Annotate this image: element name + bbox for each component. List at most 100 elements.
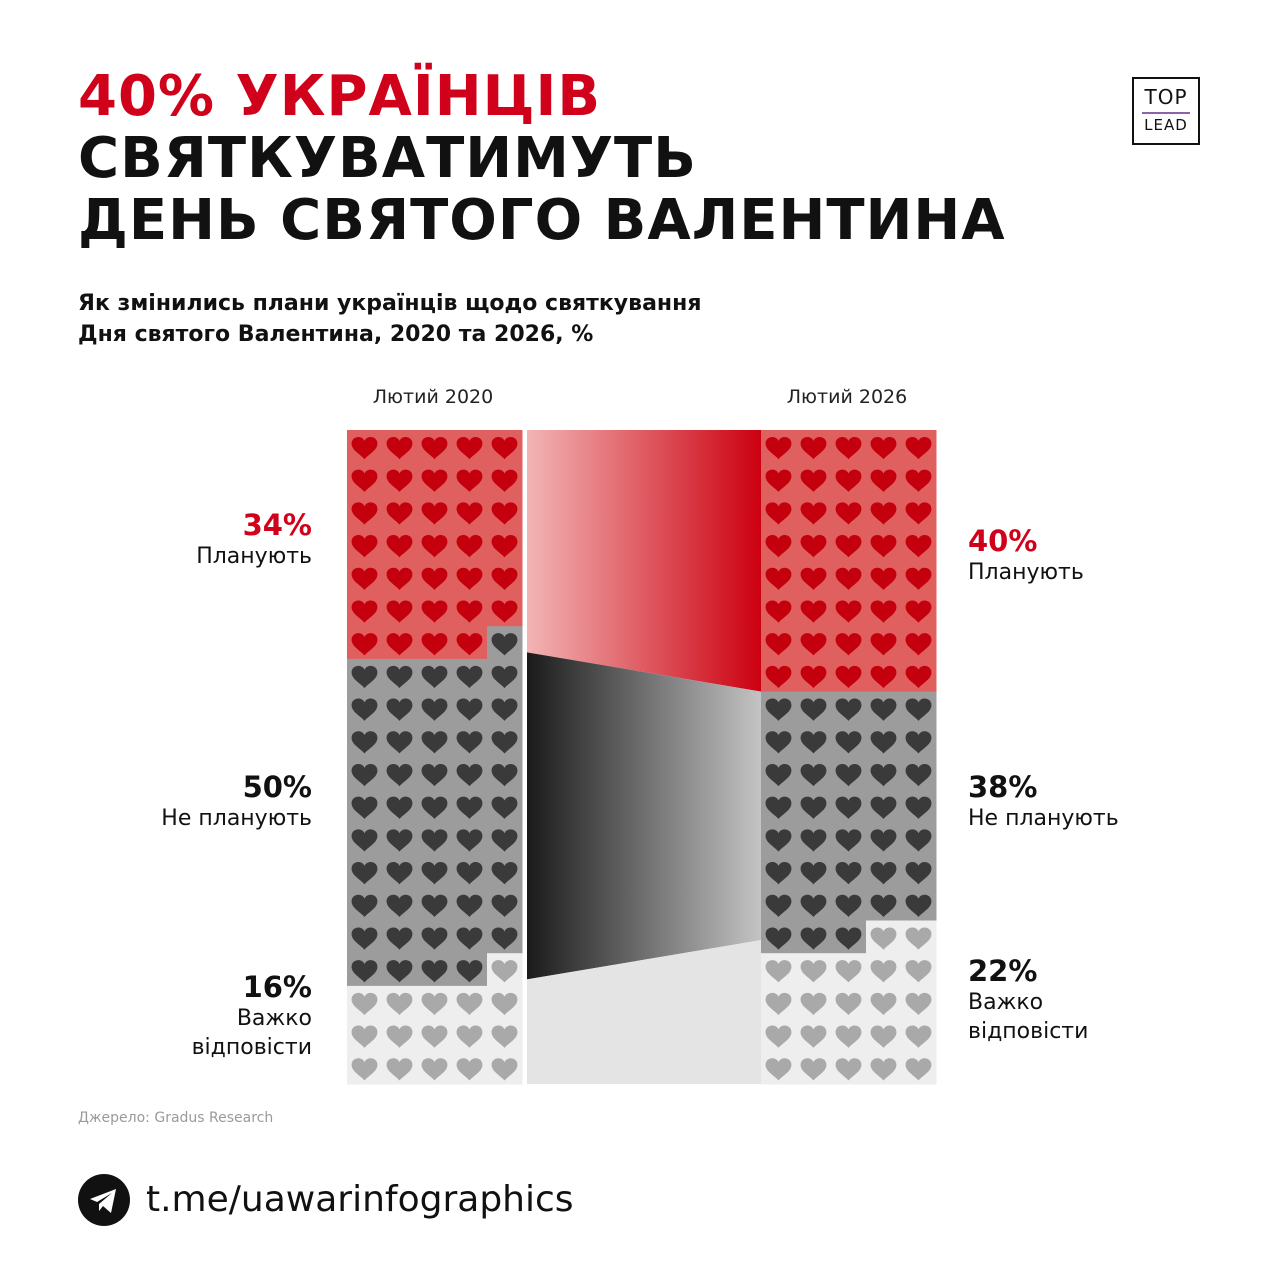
heart-icon xyxy=(351,469,378,492)
subtitle-line-2: Дня святого Валентина, 2020 та 2026, % xyxy=(78,322,594,347)
label-2020-noplan: 50% Не планують xyxy=(161,770,312,833)
heart-icon xyxy=(835,927,862,950)
heart-icon xyxy=(905,502,932,525)
telegram-link[interactable]: t.me/uawarinfographics xyxy=(146,1179,574,1220)
heart-icon xyxy=(905,665,932,689)
heart-icon xyxy=(905,469,932,492)
logo-line-1: TOP xyxy=(1144,85,1188,109)
heart-icon xyxy=(456,665,483,689)
heart-icon xyxy=(386,796,413,819)
heart-icon xyxy=(491,600,518,623)
heart-icon xyxy=(351,665,378,689)
pct-2026-plan: 40% xyxy=(968,524,1038,558)
heart-icon xyxy=(421,698,448,721)
heart-icon xyxy=(421,731,448,754)
heart-icon xyxy=(800,535,827,558)
heart-icon xyxy=(386,731,413,754)
heart-icon xyxy=(800,731,827,754)
heart-icon xyxy=(456,567,483,591)
heart-icon xyxy=(386,960,413,983)
heart-icon xyxy=(456,1025,483,1048)
heart-icon xyxy=(800,992,827,1016)
heart-icon xyxy=(765,436,792,460)
heart-icon xyxy=(765,862,792,885)
heart-icon xyxy=(870,763,897,787)
heart-icon xyxy=(800,960,827,983)
heart-icon xyxy=(456,796,483,819)
pct-2020-hard: 16% xyxy=(242,970,312,1004)
heart-icon xyxy=(765,633,792,656)
heart-icon xyxy=(870,436,897,460)
heart-icon xyxy=(421,1058,448,1081)
chart-subtitle: Як змінились плани українців щодо святку… xyxy=(78,288,701,350)
heart-icon xyxy=(870,535,897,558)
heart-icon xyxy=(491,731,518,754)
heart-icon xyxy=(765,960,792,983)
heart-icon xyxy=(835,862,862,885)
heart-icon xyxy=(491,1058,518,1081)
heart-icon xyxy=(835,763,862,787)
heart-icon xyxy=(870,829,897,852)
flow-band-hard xyxy=(527,940,761,1084)
heart-icon xyxy=(351,829,378,852)
heart-icon xyxy=(905,829,932,852)
heart-icon xyxy=(421,665,448,689)
heart-icon xyxy=(351,992,378,1016)
logo-line-2: LEAD xyxy=(1144,116,1188,134)
heart-icon xyxy=(800,1025,827,1048)
heart-icon xyxy=(456,698,483,721)
heart-icon xyxy=(351,763,378,787)
heart-icon xyxy=(835,633,862,656)
heart-icon xyxy=(800,436,827,460)
heart-icon xyxy=(421,1025,448,1048)
heart-icon xyxy=(491,502,518,525)
heart-icon xyxy=(421,436,448,460)
heart-icon xyxy=(386,862,413,885)
heart-icon xyxy=(870,992,897,1016)
heart-icon xyxy=(800,862,827,885)
heart-icon xyxy=(870,665,897,689)
top-lead-logo: TOP LEAD xyxy=(1132,77,1200,145)
heart-icon xyxy=(386,1025,413,1048)
heart-icon xyxy=(456,731,483,754)
heart-icon xyxy=(456,829,483,852)
heart-icon xyxy=(491,567,518,591)
heart-icon xyxy=(456,600,483,623)
heart-icon xyxy=(765,1058,792,1081)
heart-icon xyxy=(835,992,862,1016)
heart-icon xyxy=(765,829,792,852)
pct-2020-noplan: 50% xyxy=(242,770,312,804)
heart-icon xyxy=(456,1058,483,1081)
heart-icon xyxy=(800,894,827,918)
heart-icon xyxy=(351,698,378,721)
heart-icon xyxy=(835,436,862,460)
source-note: Джерело: Gradus Research xyxy=(78,1110,274,1126)
heart-icon xyxy=(765,600,792,623)
heart-icon xyxy=(421,633,448,656)
heart-icon xyxy=(835,535,862,558)
heart-icon xyxy=(905,633,932,656)
page-title: 40% УКРАЇНЦІВ СВЯТКУВАТИМУТЬ ДЕНЬ СВЯТОГ… xyxy=(78,66,1006,252)
heart-icon xyxy=(800,698,827,721)
heart-icon xyxy=(870,502,897,525)
cat-2026-plan: Планують xyxy=(968,560,1084,585)
heart-icon xyxy=(491,894,518,918)
heart-icon xyxy=(351,535,378,558)
heart-icon xyxy=(386,894,413,918)
heart-icon xyxy=(835,731,862,754)
heart-icon xyxy=(421,894,448,918)
flow-band-plan xyxy=(527,430,761,692)
heart-icon xyxy=(351,436,378,460)
cat-2026-hard-1: Важко xyxy=(968,990,1044,1015)
heart-icon xyxy=(386,469,413,492)
heart-icon xyxy=(800,796,827,819)
heart-icon xyxy=(800,829,827,852)
heart-icon xyxy=(491,665,518,689)
heart-icon xyxy=(765,731,792,754)
heart-icon xyxy=(491,436,518,460)
cat-2020-noplan: Не планують xyxy=(161,806,312,831)
heart-icon xyxy=(765,796,792,819)
heart-icon xyxy=(870,600,897,623)
heart-icon xyxy=(800,600,827,623)
